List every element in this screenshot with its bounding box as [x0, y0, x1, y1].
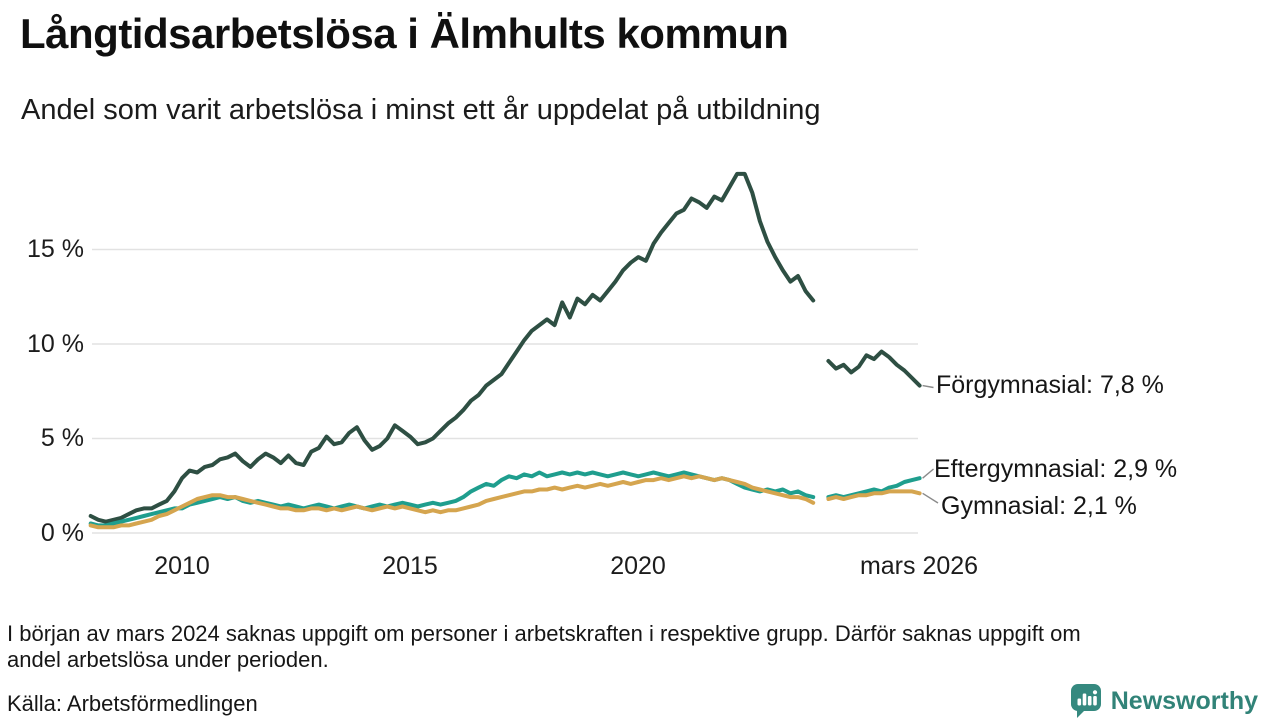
x-tick-2020: 2020 — [610, 552, 666, 580]
page-subtitle: Andel som varit arbetslösa i minst ett å… — [21, 94, 821, 126]
series-label-eftergymnasial: Eftergymnasial: 2,9 % — [934, 455, 1178, 483]
y-tick-5: 5 % — [40, 424, 84, 452]
y-tick-15: 15 % — [27, 235, 84, 263]
branding: Newsworthy — [1070, 683, 1258, 719]
x-tick-2010: 2010 — [154, 552, 210, 580]
series-line-förgymnasial — [88, 171, 922, 524]
footnote-line-2: andel arbetslösa under perioden. — [7, 647, 329, 672]
newsworthy-logo-icon — [1070, 683, 1104, 719]
y-tick-10: 10 % — [27, 330, 84, 358]
series-label-forgymnasial: Förgymnasial: 7,8 % — [936, 371, 1164, 399]
brand-name: Newsworthy — [1110, 686, 1258, 715]
x-tick-mars-2026: mars 2026 — [859, 552, 979, 580]
series-line-gymnasial — [88, 474, 922, 530]
series-label-gymnasial: Gymnasial: 2,1 % — [941, 492, 1137, 520]
page-title: Långtidsarbetslösa i Älmhults kommun — [20, 10, 789, 57]
footnote-line-1: I början av mars 2024 saknas uppgift om … — [7, 621, 1081, 646]
source-note: Källa: Arbetsförmedlingen — [7, 691, 258, 716]
x-tick-2015: 2015 — [382, 552, 438, 580]
y-tick-0: 0 % — [40, 519, 84, 547]
footnote: I början av mars 2024 saknas uppgift om … — [7, 621, 1247, 673]
